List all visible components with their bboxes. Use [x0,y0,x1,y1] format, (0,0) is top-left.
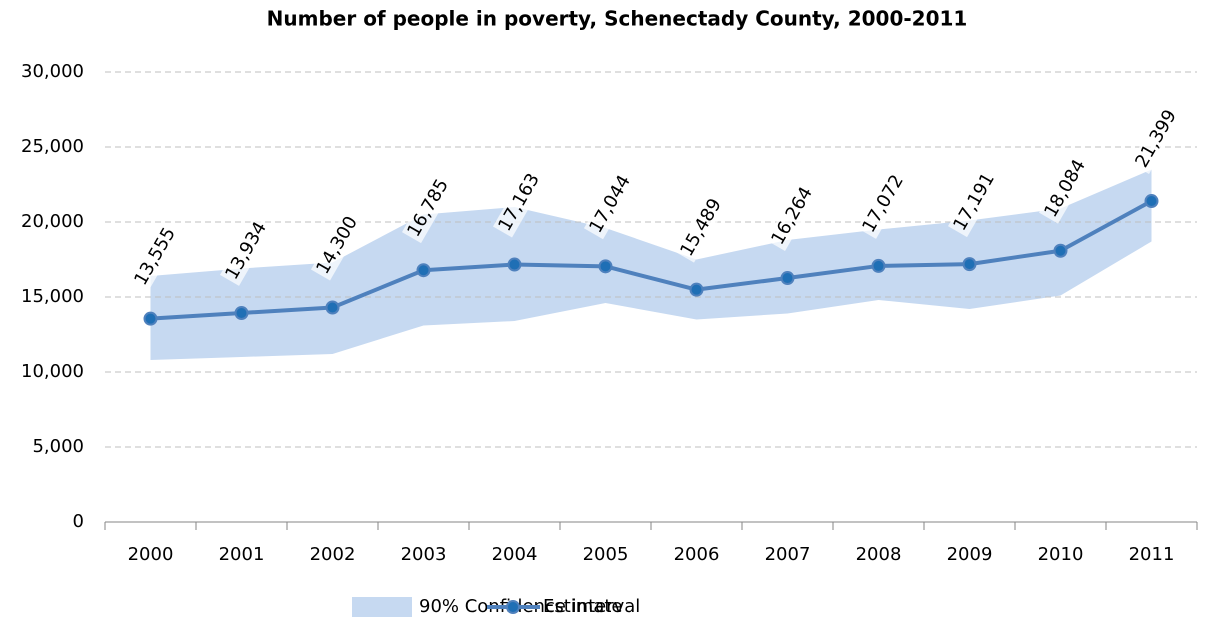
data-point [234,305,249,320]
y-tick-label: 0 [73,511,84,532]
data-point [143,311,158,326]
label-bg [674,192,729,263]
chart-title: Number of people in poverty, Schenectady… [267,7,968,31]
label-bg [219,216,274,286]
data-point [689,282,704,297]
data-point [1053,243,1068,258]
data-point [871,258,886,273]
x-tick-label: 2004 [492,544,538,565]
label-bg [1038,153,1093,224]
y-tick-label: 10,000 [21,361,84,382]
label-bg [947,167,1002,238]
label-bg [492,167,547,238]
legend-swatch [352,597,412,617]
legend-marker [506,600,520,614]
data-point [416,263,431,278]
x-tick-label: 2006 [674,544,720,565]
confidence-band [150,169,1152,360]
data-point [325,300,340,315]
x-tick-label: 2010 [1038,544,1084,565]
y-tick-label: 15,000 [21,286,84,307]
x-tick-label: 2008 [856,544,902,565]
data-point [1144,194,1159,209]
label-bg [128,221,183,292]
data-point [507,257,522,272]
label-bg [401,173,456,244]
label-bg [856,168,911,239]
data-point [780,271,795,286]
label-bg [310,210,365,281]
x-tick-label: 2007 [765,544,811,565]
x-tick-label: 2002 [310,544,356,565]
x-tick-label: 2009 [947,544,993,565]
y-tick-label: 20,000 [21,211,84,232]
x-tick-label: 2001 [219,544,265,565]
y-tick-label: 25,000 [21,136,84,157]
label-bg [1129,104,1184,174]
legend-label: Estimate [543,596,623,617]
data-point [598,259,613,274]
label-bg [765,181,820,251]
label-bg [583,169,638,240]
y-tick-label: 30,000 [21,61,84,82]
x-tick-label: 2011 [1129,544,1175,565]
x-tick-label: 2000 [128,544,174,565]
x-tick-label: 2005 [583,544,629,565]
y-tick-label: 5,000 [32,436,84,457]
estimate-line [150,199,1153,321]
data-point [962,257,977,272]
x-tick-label: 2003 [401,544,447,565]
